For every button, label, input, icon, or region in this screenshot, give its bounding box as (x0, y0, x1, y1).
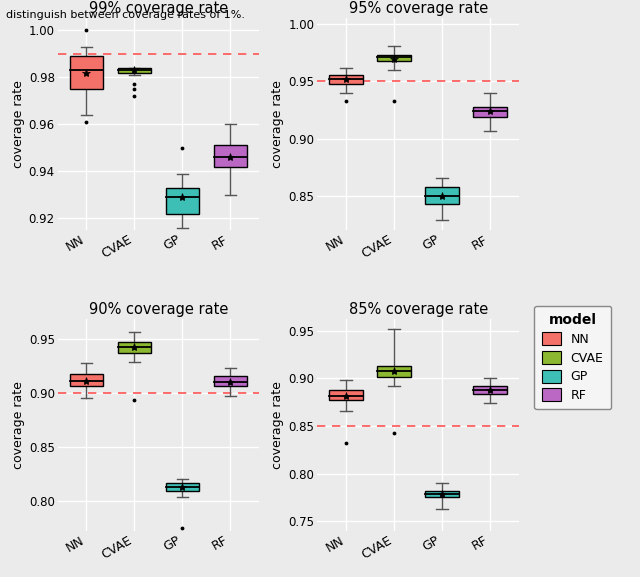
Bar (378, 366, 411, 377)
Title: 95% coverage rate: 95% coverage rate (349, 1, 488, 16)
Bar (378, 55, 411, 61)
Bar (166, 188, 199, 213)
Bar (330, 74, 363, 84)
Title: 99% coverage rate: 99% coverage rate (89, 1, 228, 16)
Text: distinguish between coverage rates of 1%.: distinguish between coverage rates of 1%… (6, 10, 245, 20)
Bar (474, 107, 507, 117)
Bar (214, 376, 247, 386)
Title: 90% coverage rate: 90% coverage rate (89, 302, 228, 317)
Y-axis label: coverage rate: coverage rate (12, 80, 24, 168)
Bar (214, 145, 247, 167)
Bar (118, 68, 151, 73)
Bar (118, 342, 151, 353)
Bar (426, 187, 459, 204)
Bar (166, 484, 199, 491)
Legend: NN, CVAE, GP, RF: NN, CVAE, GP, RF (534, 306, 611, 410)
Bar (330, 389, 363, 400)
Bar (474, 386, 507, 394)
Bar (70, 374, 103, 386)
Y-axis label: coverage rate: coverage rate (271, 381, 284, 469)
Bar (70, 56, 103, 89)
Title: 85% coverage rate: 85% coverage rate (349, 302, 488, 317)
Bar (426, 491, 459, 496)
Y-axis label: coverage rate: coverage rate (271, 80, 284, 168)
Y-axis label: coverage rate: coverage rate (12, 381, 25, 469)
